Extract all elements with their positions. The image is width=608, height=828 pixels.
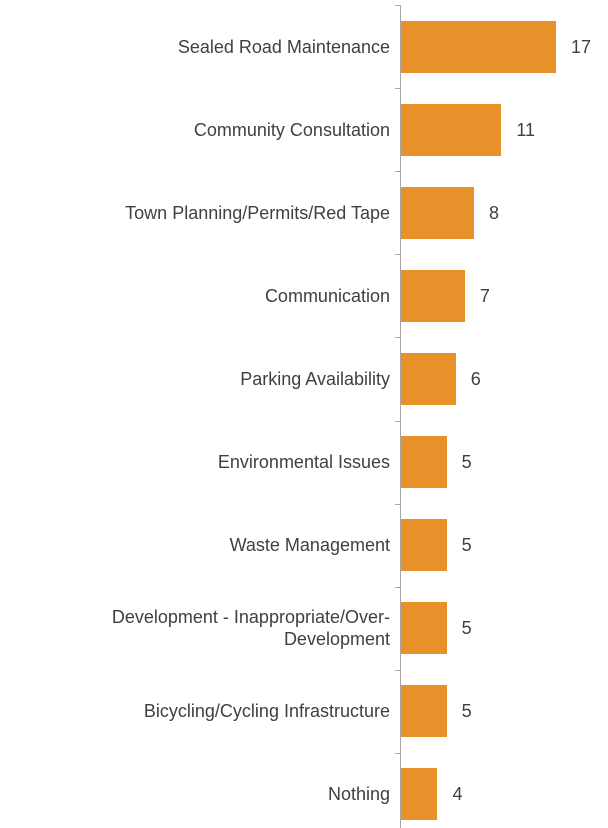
bar [401,436,447,489]
bar [401,352,456,405]
category-label: Development - Inappropriate/Over-Develop… [111,607,390,650]
bar [401,186,474,239]
category-label: Community Consultation [193,119,390,140]
bar [401,602,447,655]
axis-tick [395,337,400,339]
axis-tick [395,503,400,505]
category-label: Communication [264,285,390,306]
axis-line [400,5,401,828]
category-label: Environmental Issues [217,452,390,473]
bar [401,519,447,572]
bar [401,685,447,738]
axis-tick [395,420,400,422]
value-label: 11 [516,119,535,140]
axis-tick [395,752,400,754]
value-label: 5 [461,535,472,556]
axis-tick [395,586,400,588]
category-label: Parking Availability [240,368,390,389]
axis-tick [395,171,400,173]
value-label: 5 [461,618,472,639]
category-label: Nothing [327,784,390,805]
category-label: Waste Management [229,535,390,556]
axis-tick [395,254,400,256]
value-label: 17 [571,36,592,57]
value-label: 6 [470,368,481,389]
value-label: 5 [461,701,472,722]
category-label: Sealed Road Maintenance [177,36,390,57]
axis-tick [395,88,400,90]
axis-tick [395,5,400,6]
axis-tick [395,669,400,671]
bar [401,269,465,322]
value-label: 8 [488,202,499,223]
value-label: 4 [452,784,463,805]
category-label: Bicycling/Cycling Infrastructure [143,701,390,722]
category-label: Town Planning/Permits/Red Tape [125,202,390,223]
bar [401,20,557,73]
value-label: 5 [461,452,472,473]
bar [401,103,502,156]
bar [401,768,438,821]
value-label: 7 [479,285,490,306]
